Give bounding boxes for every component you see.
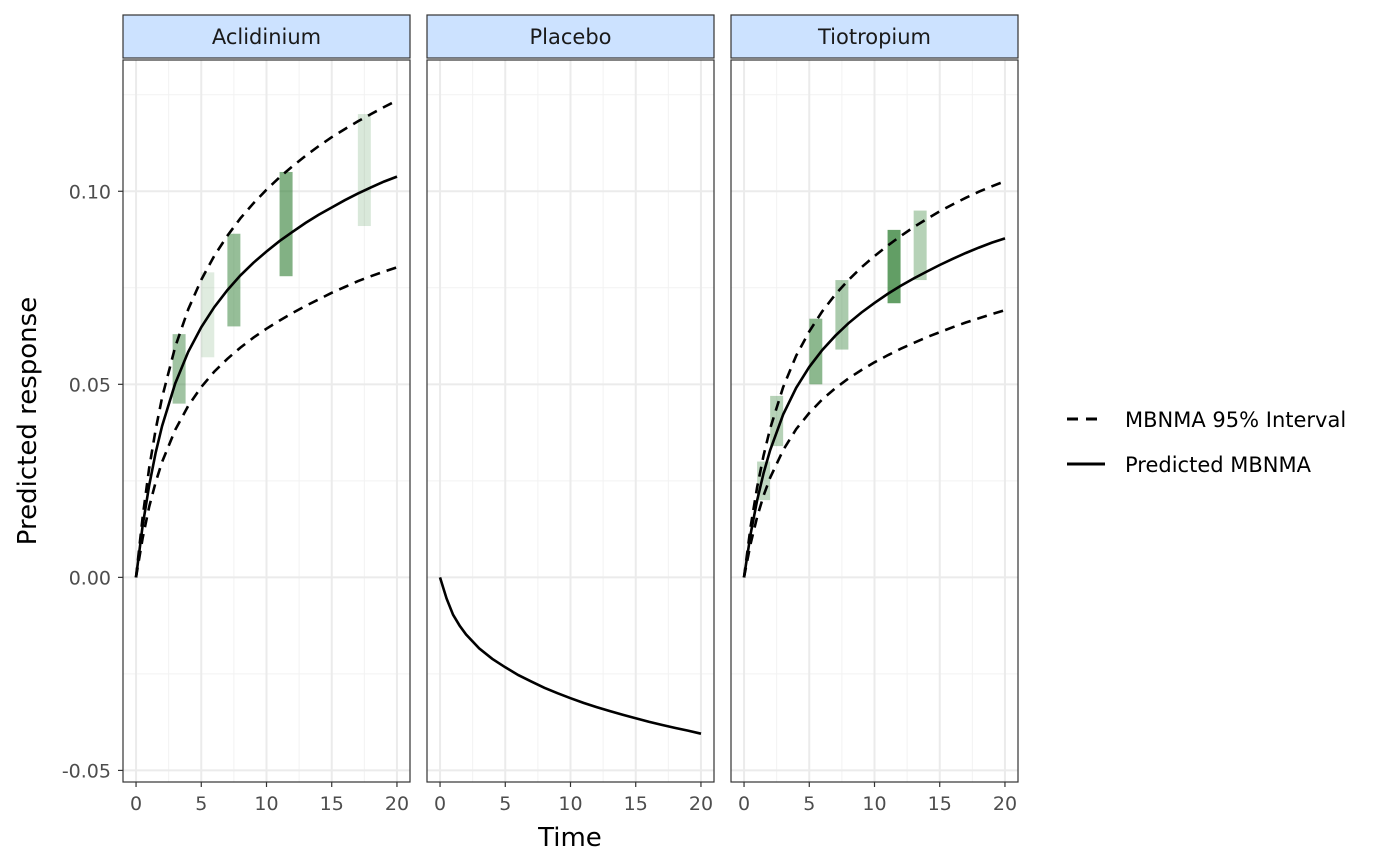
predicted-line [438, 577, 702, 735]
x-tick-label: 10 [558, 793, 582, 815]
legend-label-predicted: Predicted MBNMA [1125, 453, 1312, 477]
x-tick-label: 5 [803, 793, 815, 815]
x-tick-label: 10 [862, 793, 886, 815]
x-tick-label: 0 [738, 793, 750, 815]
interval-upper-line [742, 179, 1006, 578]
interval-lower-line [134, 266, 398, 578]
predicted-line [742, 237, 1006, 578]
interval-lower-line [742, 308, 1006, 578]
y-tick-label: 0.05 [69, 374, 111, 396]
y-tick-label: 0.00 [69, 567, 111, 589]
y-axis-title: Predicted response [13, 297, 43, 545]
x-tick-label: 15 [624, 793, 648, 815]
facet-strip [426, 14, 715, 59]
x-tick-label: 15 [320, 793, 344, 815]
observed-band [172, 334, 186, 404]
panel-aclidinium: Aclidinium 0 5 10 15 20 [122, 14, 411, 815]
x-axis-title: Time [537, 823, 602, 853]
facet-strip-label: Tiotropium [817, 25, 931, 49]
x-tick-label: 5 [195, 793, 207, 815]
observed-band [887, 229, 901, 304]
interval-upper-line [134, 99, 398, 578]
facet-strip [122, 14, 411, 59]
legend-label-interval: MBNMA 95% Interval [1125, 408, 1346, 432]
x-tick-label: 5 [499, 793, 511, 815]
facet-strip-label: Placebo [529, 25, 611, 49]
observed-band [809, 318, 823, 385]
predicted-line [134, 175, 398, 578]
x-tick-label: 15 [928, 793, 952, 815]
x-tick-label: 0 [130, 793, 142, 815]
observed-band [279, 171, 293, 277]
y-axis: -0.05 0.00 0.05 0.10 [62, 181, 123, 782]
x-tick-label: 0 [434, 793, 446, 815]
x-tick-label: 10 [254, 793, 278, 815]
observed-band [770, 395, 784, 447]
x-tick-label: 20 [385, 793, 409, 815]
y-tick-label: 0.10 [69, 181, 111, 203]
panel-placebo: Placebo 0 5 10 15 20 [426, 14, 715, 815]
facet-strip-label: Aclidinium [212, 25, 321, 49]
x-tick-label: 20 [993, 793, 1017, 815]
panel-tiotropium: Tiotropium 0 5 10 15 20 [730, 14, 1019, 815]
observed-band [357, 114, 371, 227]
y-tick-label: -0.05 [62, 760, 111, 782]
x-tick-label: 20 [689, 793, 713, 815]
observed-band [227, 233, 241, 327]
observed-band [913, 210, 927, 281]
legend: MBNMA 95% Interval Predicted MBNMA [1067, 408, 1346, 477]
observed-band [835, 280, 849, 350]
facet-strip [730, 14, 1019, 59]
